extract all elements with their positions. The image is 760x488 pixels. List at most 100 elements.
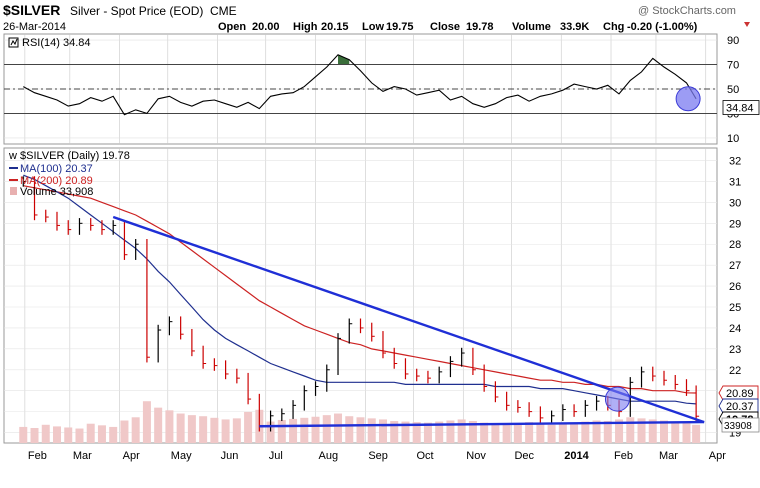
volume-bar [503, 424, 511, 443]
price-highlights [605, 387, 629, 411]
volume-bar [548, 425, 556, 443]
ma100-legend-label: MA(100) 20.37 [20, 163, 93, 175]
volume-bar [188, 415, 196, 443]
volume-legend-label: Volume 33,908 [20, 186, 93, 198]
volume-bar [345, 416, 353, 443]
rsi-y-tick-label: 10 [727, 133, 739, 145]
volume-bar [75, 429, 83, 443]
chart-header: $SILVER Silver - Spot Price (EOD) CME @ … [3, 2, 750, 33]
volume-bar [334, 414, 342, 443]
volume-bar [210, 418, 218, 443]
rsi-y-tick-label: 50 [727, 84, 739, 96]
ma200-last-value-label: 20.89 [726, 388, 754, 400]
price-panel: 1920212223242526272829303132 20.8920.371… [4, 148, 759, 443]
volume-label: Volume [512, 21, 551, 33]
volume-bar [42, 425, 50, 443]
x-tick-label: Dec [514, 450, 534, 462]
x-tick-label: May [171, 450, 192, 462]
volume-bar [581, 422, 589, 443]
price-highlight-circle [605, 387, 629, 411]
volume-bar [31, 428, 39, 443]
x-tick-label: Jun [221, 450, 239, 462]
symbol: $SILVER [3, 2, 60, 18]
price-y-tick-label: 30 [729, 197, 741, 209]
price-y-tick-label: 27 [729, 260, 741, 272]
volume-bar [379, 419, 387, 443]
x-tick-label: Oct [416, 450, 433, 462]
price-y-tick-label: 28 [729, 239, 741, 251]
x-tick-label: Aug [319, 450, 339, 462]
x-tick-label: Feb [614, 450, 633, 462]
volume-bar [154, 408, 162, 443]
volume-bar [525, 422, 533, 443]
price-y-tick-label: 24 [729, 323, 741, 335]
rsi-highlight-circle [676, 87, 700, 111]
volume-bar [626, 417, 634, 443]
volume-bar [87, 424, 95, 443]
price-y-tick-label: 29 [729, 218, 741, 230]
x-tick-label: Apr [123, 450, 140, 462]
x-tick-label: 2014 [564, 450, 589, 462]
volume-bar [570, 423, 578, 443]
volume-bar [278, 420, 286, 443]
low-label: Low [362, 21, 384, 33]
volume-bar [559, 423, 567, 443]
volume-bar [53, 426, 61, 443]
exchange: CME [210, 4, 237, 18]
volume-bar [165, 410, 173, 443]
low-value: 19.75 [386, 21, 414, 33]
volume-bar [323, 415, 331, 443]
volume-bar [604, 421, 612, 443]
volume-bar [368, 418, 376, 443]
volume-bar [300, 418, 308, 443]
x-tick-label: Feb [28, 450, 47, 462]
date-label: 26-Mar-2014 [3, 21, 66, 33]
volume-bar [480, 423, 488, 443]
ma100-last-value-label: 20.37 [726, 401, 754, 413]
x-tick-label: Mar [73, 450, 92, 462]
chg-label: Chg [603, 21, 624, 33]
volume-value: 33.9K [560, 21, 589, 33]
instrument-name: Silver - Spot Price (EOD) [70, 4, 203, 18]
x-tick-label: Nov [466, 450, 486, 462]
x-tick-label: Apr [709, 450, 726, 462]
high-value: 20.15 [321, 21, 349, 33]
x-tick-label: Jul [269, 450, 283, 462]
price-y-tick-label: 32 [729, 156, 741, 168]
volume-bar [120, 421, 128, 444]
x-tick-label: Mar [659, 450, 678, 462]
chg-down-arrow-icon [744, 22, 750, 27]
volume-bar [244, 412, 252, 443]
volume-bar [458, 419, 466, 443]
open-label: Open [218, 21, 246, 33]
x-tick-label: Sep [368, 450, 388, 462]
rsi-legend-label: RSI(14) 34.84 [22, 37, 90, 49]
rsi-y-tick-label: 90 [727, 35, 739, 47]
volume-bar [222, 419, 230, 443]
volume-legend-swatch [10, 187, 17, 195]
volume-bar [233, 418, 241, 443]
close-value: 19.78 [466, 21, 494, 33]
chg-value: -0.20 (-1.00%) [627, 21, 698, 33]
volume-bar [357, 417, 365, 443]
price-legend-label: $SILVER (Daily) 19.78 [20, 150, 130, 162]
volume-bar [19, 427, 27, 443]
price-y-tick-label: 31 [729, 176, 741, 188]
rsi-y-tick-label: 70 [727, 60, 739, 72]
volume-bar [289, 419, 297, 443]
x-axis: Feb Mar Apr May Jun Jul Aug Sep Oct Nov Dec 2014 Feb… [28, 450, 726, 462]
volume-bar [109, 427, 117, 443]
volume-bar [177, 414, 185, 443]
volume-bar [671, 422, 679, 443]
volume-bar [312, 417, 320, 443]
price-legend-icon: w [8, 150, 17, 162]
open-value: 20.00 [252, 21, 280, 33]
rsi-panel: 103050709034.84 RSI(14) 34.84 [4, 34, 759, 145]
volume-bar [660, 421, 668, 444]
rsi-last-value-label: 34.84 [726, 103, 754, 115]
price-y-tick-label: 22 [729, 365, 741, 377]
watermark: @ StockCharts.com [638, 5, 736, 17]
rsi-y-axis: 103050709034.84 [723, 35, 759, 145]
